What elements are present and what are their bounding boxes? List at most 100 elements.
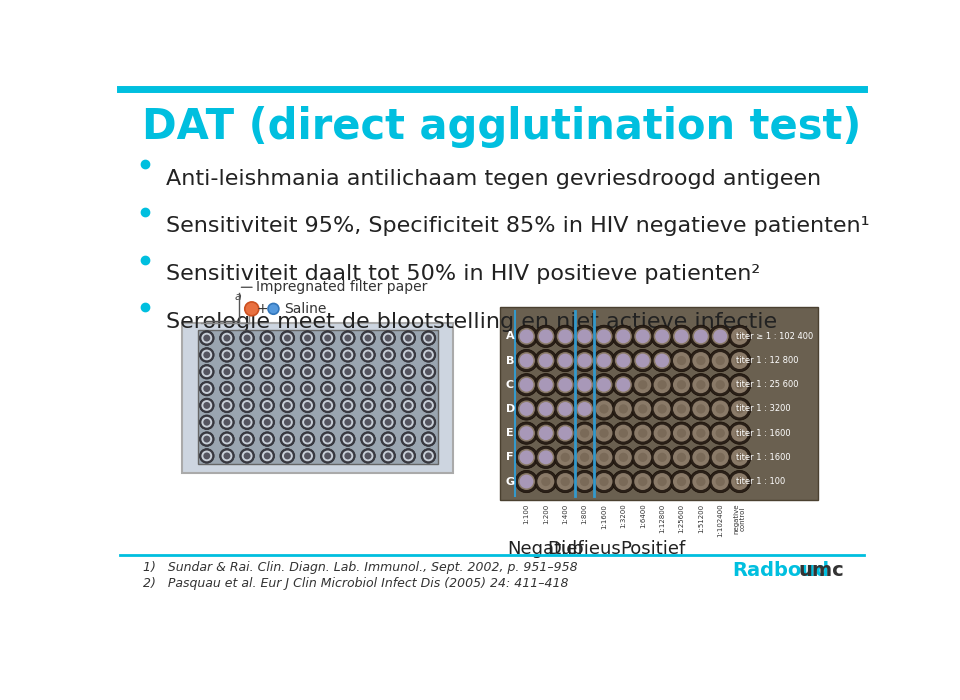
Circle shape — [578, 354, 591, 368]
Circle shape — [618, 428, 628, 438]
Circle shape — [711, 352, 729, 369]
Circle shape — [654, 377, 671, 393]
Circle shape — [200, 432, 214, 447]
Circle shape — [324, 351, 331, 358]
Circle shape — [385, 452, 392, 459]
Circle shape — [280, 415, 295, 430]
Circle shape — [599, 477, 609, 486]
Circle shape — [324, 385, 331, 392]
Circle shape — [595, 425, 612, 442]
Circle shape — [516, 349, 538, 372]
Circle shape — [578, 330, 591, 343]
Circle shape — [284, 385, 291, 392]
Circle shape — [535, 326, 557, 347]
Circle shape — [614, 449, 632, 466]
Circle shape — [673, 377, 690, 393]
Circle shape — [204, 402, 210, 409]
Circle shape — [423, 400, 434, 411]
Circle shape — [692, 328, 709, 345]
Circle shape — [321, 348, 335, 362]
Circle shape — [224, 385, 230, 392]
Circle shape — [260, 331, 275, 345]
Circle shape — [242, 332, 252, 344]
Circle shape — [284, 435, 291, 442]
Circle shape — [304, 435, 311, 442]
Circle shape — [300, 348, 315, 362]
Circle shape — [244, 385, 251, 392]
Circle shape — [363, 400, 373, 411]
Circle shape — [597, 330, 611, 343]
Circle shape — [222, 383, 232, 394]
Circle shape — [654, 449, 671, 466]
Circle shape — [539, 450, 553, 464]
Circle shape — [539, 426, 553, 440]
Text: Anti-leishmania antilichaam tegen gevriesdroogd antigeen: Anti-leishmania antilichaam tegen gevrie… — [166, 169, 822, 189]
Circle shape — [381, 365, 396, 379]
Circle shape — [425, 385, 432, 392]
Circle shape — [541, 477, 550, 486]
Circle shape — [576, 352, 593, 369]
Circle shape — [595, 328, 612, 345]
Circle shape — [539, 354, 553, 368]
Circle shape — [260, 365, 275, 379]
Circle shape — [573, 349, 596, 372]
Circle shape — [677, 356, 686, 365]
Circle shape — [280, 432, 295, 447]
Circle shape — [204, 435, 210, 442]
Circle shape — [735, 405, 744, 414]
Circle shape — [696, 380, 706, 389]
Circle shape — [614, 400, 632, 417]
Circle shape — [222, 451, 232, 461]
Bar — [500, 307, 818, 500]
Circle shape — [220, 365, 234, 379]
Circle shape — [614, 377, 632, 393]
Circle shape — [658, 477, 667, 486]
Circle shape — [539, 330, 553, 343]
Circle shape — [202, 451, 212, 461]
Circle shape — [735, 332, 744, 341]
Circle shape — [363, 366, 373, 377]
Circle shape — [592, 374, 615, 396]
Circle shape — [240, 382, 254, 396]
Circle shape — [711, 449, 729, 466]
Circle shape — [592, 398, 615, 420]
Text: umc: umc — [799, 561, 845, 580]
Text: 1:102400: 1:102400 — [717, 504, 723, 538]
Circle shape — [689, 470, 712, 493]
Circle shape — [222, 332, 232, 344]
Circle shape — [381, 331, 396, 345]
Circle shape — [220, 398, 234, 413]
Circle shape — [242, 349, 252, 360]
Circle shape — [240, 398, 254, 413]
Circle shape — [385, 351, 392, 358]
Circle shape — [612, 326, 635, 347]
Circle shape — [689, 374, 712, 396]
Circle shape — [343, 451, 353, 461]
Circle shape — [673, 328, 690, 345]
Circle shape — [341, 382, 355, 396]
Circle shape — [658, 380, 667, 389]
Circle shape — [573, 374, 596, 396]
Circle shape — [535, 349, 557, 372]
Circle shape — [538, 377, 554, 393]
Circle shape — [363, 332, 373, 344]
Circle shape — [554, 422, 576, 444]
Circle shape — [519, 402, 534, 416]
Circle shape — [535, 470, 557, 493]
Circle shape — [343, 332, 353, 344]
Text: titer 1 : 25 600: titer 1 : 25 600 — [736, 380, 799, 389]
Circle shape — [244, 368, 251, 375]
Circle shape — [421, 365, 436, 379]
Text: negative
control: negative control — [733, 504, 746, 534]
Circle shape — [689, 446, 712, 468]
Circle shape — [599, 453, 609, 462]
Circle shape — [655, 354, 669, 368]
Text: E: E — [506, 428, 514, 438]
Circle shape — [554, 446, 576, 468]
Circle shape — [576, 449, 593, 466]
Circle shape — [222, 417, 232, 428]
Circle shape — [405, 351, 412, 358]
Circle shape — [381, 449, 396, 463]
Circle shape — [260, 415, 275, 430]
Circle shape — [244, 335, 251, 342]
